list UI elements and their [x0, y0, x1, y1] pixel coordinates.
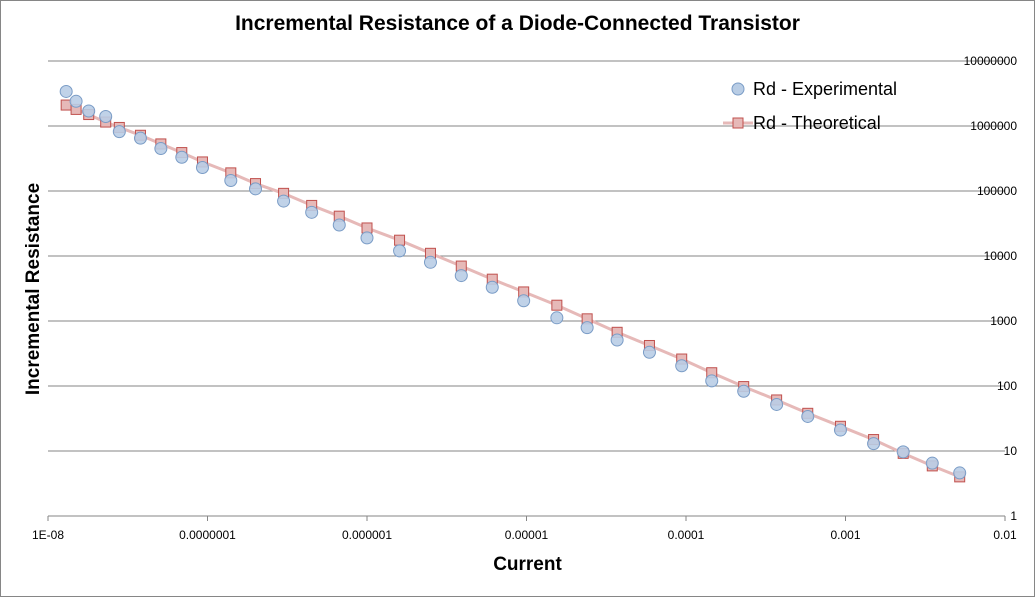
experimental-point [175, 150, 189, 164]
experimental-point [454, 269, 468, 283]
experimental-point [737, 384, 751, 398]
y-tick-label: 100 [997, 379, 1017, 393]
theoretical-point [394, 234, 406, 246]
y-tick-label: 10 [1004, 444, 1018, 458]
y-tick-label: 1 [1010, 509, 1017, 523]
legend-theoretical-marker [732, 117, 744, 129]
x-tick-label: 0.0001 [668, 528, 705, 542]
experimental-point [305, 205, 319, 219]
experimental-point [360, 231, 374, 245]
x-tick-label: 0.00001 [505, 528, 549, 542]
experimental-point [675, 359, 689, 373]
experimental-point [249, 182, 263, 196]
experimental-point [277, 194, 291, 208]
x-tick-label: 0.0000001 [179, 528, 236, 542]
experimental-point [953, 466, 967, 480]
experimental-point [867, 437, 881, 451]
x-tick-label: 1E-08 [32, 528, 64, 542]
experimental-point [485, 280, 499, 294]
experimental-point [393, 244, 407, 258]
experimental-point [224, 174, 238, 188]
theoretical-series-line [65, 103, 961, 479]
legend-experimental-marker [731, 82, 745, 96]
experimental-point [195, 160, 209, 174]
experimental-point [896, 445, 910, 459]
experimental-point [99, 110, 113, 124]
experimental-point [770, 397, 784, 411]
theoretical-point [551, 299, 563, 311]
experimental-point [423, 255, 437, 269]
y-tick-label: 1000000 [970, 119, 1017, 133]
experimental-point [610, 333, 624, 347]
experimental-point [833, 423, 847, 437]
experimental-point [517, 294, 531, 308]
experimental-point [112, 125, 126, 139]
experimental-point [642, 345, 656, 359]
legend-experimental-label: Rd - Experimental [753, 79, 897, 99]
experimental-point [705, 374, 719, 388]
experimental-point [82, 104, 96, 118]
experimental-point [550, 311, 564, 325]
experimental-point [59, 84, 73, 98]
x-tick-label: 0.000001 [342, 528, 392, 542]
experimental-point [133, 131, 147, 145]
x-tick-label: 0.001 [830, 528, 860, 542]
y-tick-label: 10000000 [964, 54, 1018, 68]
experimental-point [925, 456, 939, 470]
y-tick-label: 100000 [977, 184, 1017, 198]
x-axis-label: Current [493, 554, 562, 575]
x-tick-label: 0.01 [993, 528, 1017, 542]
y-tick-label: 1000 [990, 314, 1017, 328]
experimental-point [801, 409, 815, 423]
experimental-point [154, 142, 168, 156]
legend-theoretical-label: Rd - Theoretical [753, 113, 881, 133]
experimental-point [580, 321, 594, 335]
experimental-point [69, 94, 83, 108]
chart-title: Incremental Resistance of a Diode-Connec… [235, 12, 800, 35]
experimental-point [332, 218, 346, 232]
y-tick-label: 10000 [984, 249, 1018, 263]
